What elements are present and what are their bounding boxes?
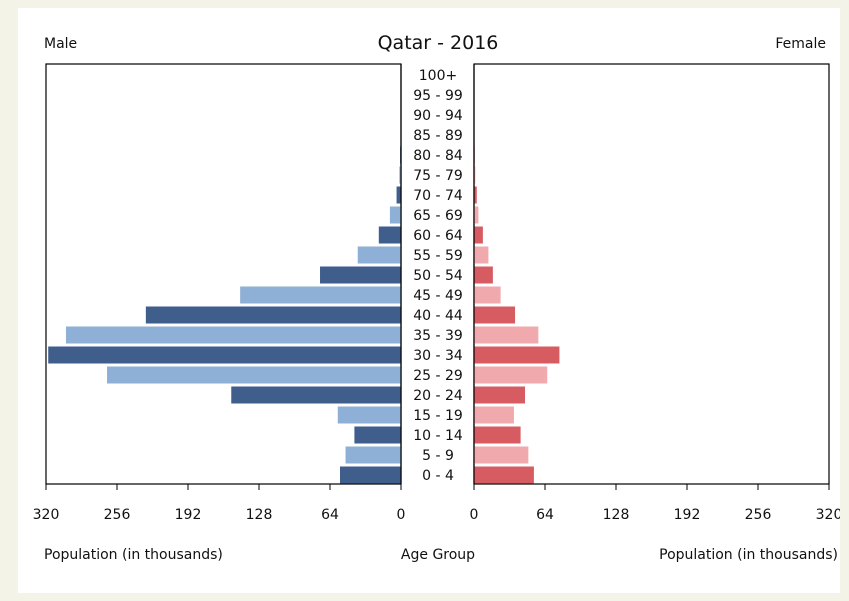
chart-card: Qatar - 2016 Male Female 100+ 95 - 99 90 -… xyxy=(18,8,840,593)
age-group-label: 60 - 64 xyxy=(413,228,463,244)
age-group-label: 100+ xyxy=(419,68,457,84)
age-labels-group: 100+ 95 - 99 90 - 94 85 - 89 80 - 84 75 - 79 7… xyxy=(413,68,463,484)
age-group-label: 95 - 99 xyxy=(413,88,463,104)
age-group-label: 80 - 84 xyxy=(413,148,463,164)
male-bar xyxy=(145,306,401,324)
age-group-label: 75 - 79 xyxy=(413,168,463,184)
female-bar xyxy=(474,406,514,424)
female-bar xyxy=(474,166,476,184)
x-axis-label-male: Population (in thousands) xyxy=(44,547,223,563)
female-tick-label: 128 xyxy=(603,507,630,523)
female-tick-label: 64 xyxy=(536,507,554,523)
male-bar xyxy=(240,286,401,304)
age-group-label: 10 - 14 xyxy=(413,428,463,444)
male-bar xyxy=(107,366,401,384)
age-group-label: 35 - 39 xyxy=(413,328,463,344)
male-label: Male xyxy=(44,36,77,52)
male-bar xyxy=(354,426,401,444)
female-bar xyxy=(474,346,560,364)
male-tick-label: 64 xyxy=(321,507,339,523)
female-bar xyxy=(474,186,477,204)
male-bar xyxy=(378,226,401,244)
male-bar xyxy=(389,206,401,224)
age-group-label: 50 - 54 xyxy=(413,268,463,284)
male-bar xyxy=(396,186,401,204)
female-bar xyxy=(474,286,501,304)
age-group-label: 85 - 89 xyxy=(413,128,463,144)
male-bar xyxy=(345,446,401,464)
female-bar xyxy=(474,306,516,324)
male-tick-label: 192 xyxy=(175,507,202,523)
male-tick-label: 320 xyxy=(33,507,60,523)
male-bar xyxy=(231,386,401,404)
female-bar xyxy=(474,426,521,444)
ticks-group: 0 0 64 64 128 128 192 192 256 256 320 320 xyxy=(33,484,840,523)
bars-group xyxy=(48,64,560,484)
female-tick-label: 320 xyxy=(816,507,840,523)
male-bar xyxy=(339,466,401,484)
x-axis-label-female: Population (in thousands) xyxy=(659,547,838,563)
population-pyramid: Qatar - 2016 Male Female 100+ 95 - 99 90 -… xyxy=(33,32,840,563)
male-bar xyxy=(48,346,401,364)
age-group-label: 20 - 24 xyxy=(413,388,463,404)
age-group-label: 55 - 59 xyxy=(413,248,463,264)
female-bar xyxy=(474,386,526,404)
male-bar xyxy=(399,166,401,184)
age-group-label: Age Group xyxy=(401,547,475,563)
male-tick-label: 256 xyxy=(104,507,131,523)
age-group-label: 90 - 94 xyxy=(413,108,463,124)
female-tick-label: 192 xyxy=(674,507,701,523)
age-group-label: 30 - 34 xyxy=(413,348,463,364)
age-group-label: 65 - 69 xyxy=(413,208,463,224)
female-tick-label: 0 xyxy=(470,507,479,523)
age-group-label: 25 - 29 xyxy=(413,368,463,384)
male-bar xyxy=(65,326,401,344)
male-tick-label: 128 xyxy=(246,507,273,523)
female-tick-label: 256 xyxy=(745,507,772,523)
male-bar xyxy=(357,246,401,264)
chart-title: Qatar - 2016 xyxy=(378,32,499,54)
male-bar xyxy=(320,266,401,284)
female-bar xyxy=(474,326,539,344)
age-group-label: 40 - 44 xyxy=(413,308,463,324)
male-bar xyxy=(337,406,401,424)
female-label: Female xyxy=(775,36,826,52)
age-group-label: 15 - 19 xyxy=(413,408,463,424)
female-bar xyxy=(474,206,479,224)
female-bar xyxy=(474,246,489,264)
age-group-label: 45 - 49 xyxy=(413,288,463,304)
female-bar xyxy=(474,366,548,384)
female-bar xyxy=(474,466,534,484)
female-plot-frame xyxy=(473,63,830,485)
male-tick-label: 0 xyxy=(397,507,406,523)
age-group-label: 70 - 74 xyxy=(413,188,463,204)
age-group-label: 0 - 4 xyxy=(422,468,454,484)
female-bar xyxy=(474,266,493,284)
female-bar xyxy=(474,226,483,244)
female-bar xyxy=(474,446,529,464)
age-group-label: 5 - 9 xyxy=(422,448,454,464)
